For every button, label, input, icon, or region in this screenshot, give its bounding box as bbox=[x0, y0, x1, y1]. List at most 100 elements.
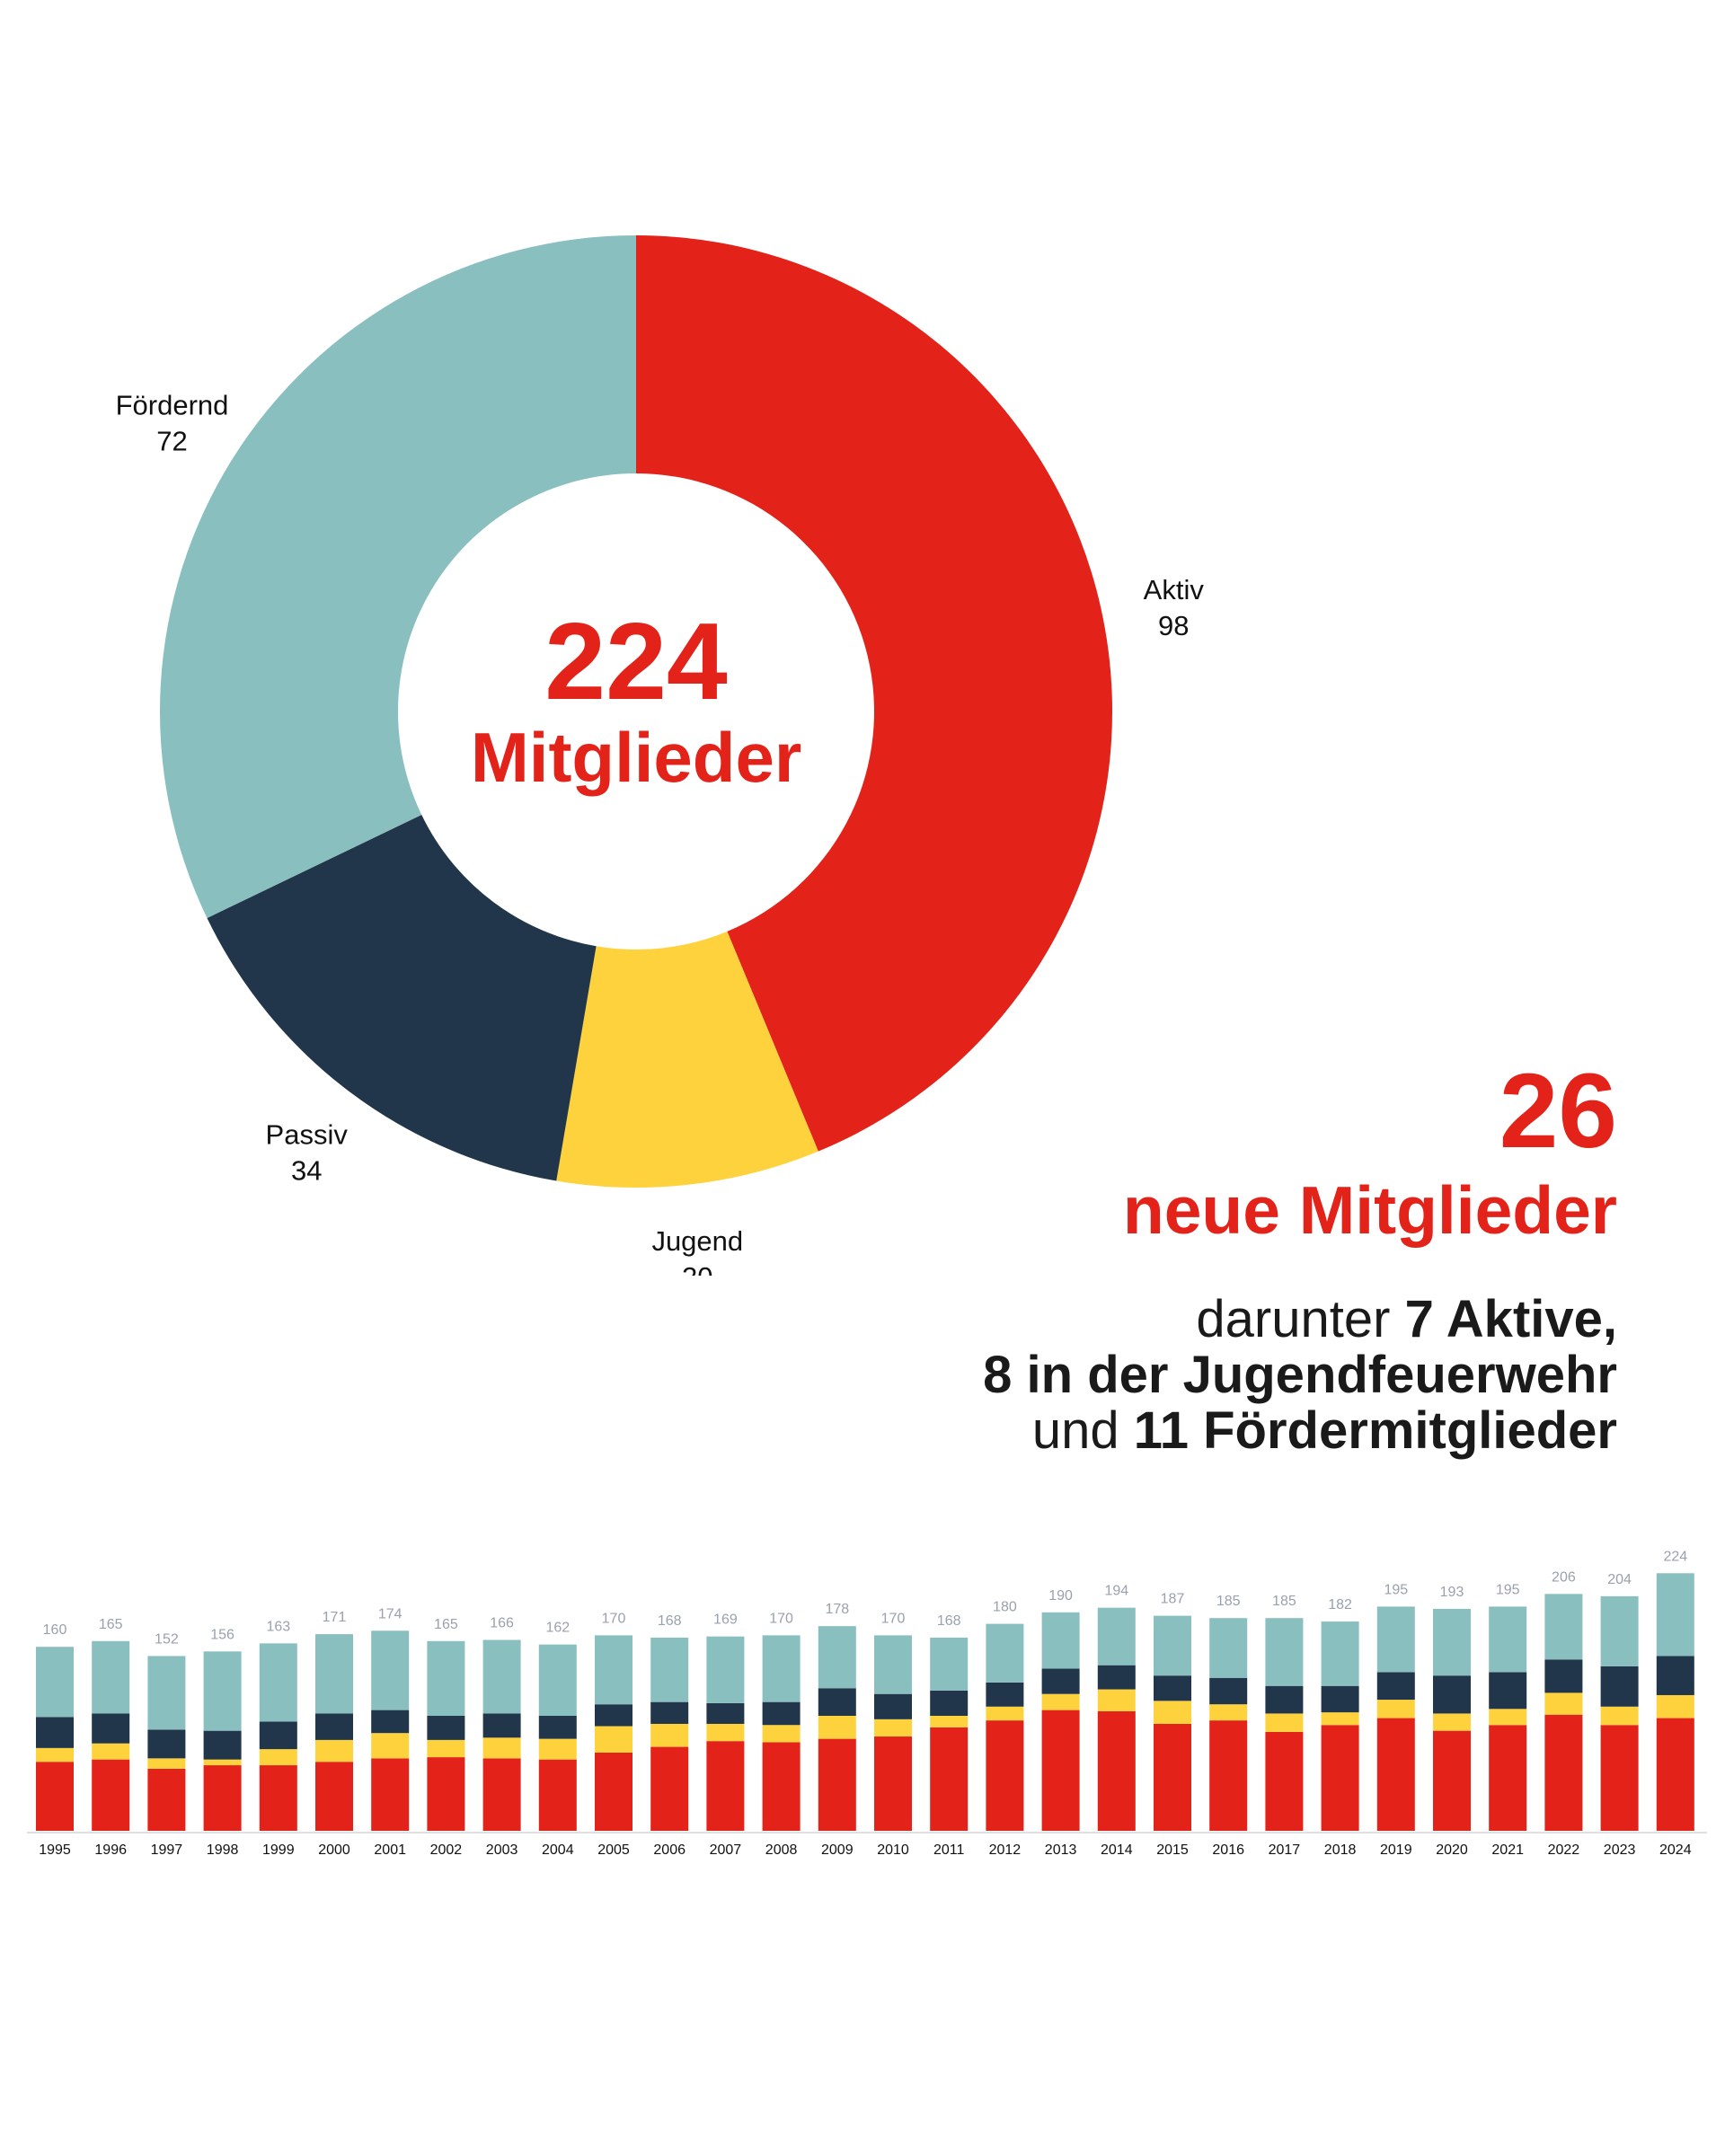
bar-segment-passiv-2018 bbox=[1321, 1685, 1359, 1713]
bar-segment-jugend-2013 bbox=[1041, 1693, 1080, 1710]
bar-segment-foerdernd-1997 bbox=[147, 1656, 186, 1730]
bar-segment-aktiv-2011 bbox=[930, 1727, 969, 1831]
bar-total-label-2009: 178 bbox=[825, 1602, 849, 1617]
bar-segment-jugend-1999 bbox=[259, 1749, 297, 1766]
bar-segment-passiv-2024 bbox=[1656, 1656, 1694, 1695]
bar-segment-aktiv-2002 bbox=[427, 1757, 465, 1831]
bar-segment-aktiv-2024 bbox=[1656, 1718, 1694, 1831]
bar-total-label-2012: 180 bbox=[993, 1600, 1017, 1615]
bar-segment-passiv-2020 bbox=[1433, 1675, 1471, 1714]
bar-total-label-2002: 165 bbox=[434, 1617, 458, 1632]
bar-segment-passiv-2022 bbox=[1544, 1659, 1583, 1693]
bar-segment-jugend-2007 bbox=[706, 1723, 745, 1742]
bar-segment-passiv-2000 bbox=[315, 1713, 353, 1740]
donut-segment-passiv bbox=[207, 814, 597, 1181]
x-tick-label-1997: 1997 bbox=[151, 1842, 183, 1858]
bar-total-label-2004: 162 bbox=[545, 1621, 570, 1636]
bar-segment-aktiv-2007 bbox=[706, 1741, 745, 1831]
bar-segment-jugend-2017 bbox=[1265, 1713, 1304, 1732]
bar-segment-passiv-2016 bbox=[1209, 1677, 1248, 1705]
bar-segment-passiv-2011 bbox=[930, 1690, 969, 1716]
bar-segment-jugend-2024 bbox=[1656, 1694, 1694, 1719]
bar-segment-aktiv-2023 bbox=[1600, 1725, 1639, 1831]
breakdown-line-1: darunter 7 Aktive, bbox=[629, 1292, 1617, 1348]
bar-segment-aktiv-2003 bbox=[482, 1758, 521, 1831]
bar-segment-jugend-2016 bbox=[1209, 1704, 1248, 1721]
bar-segment-jugend-2018 bbox=[1321, 1712, 1359, 1726]
x-tick-label-2016: 2016 bbox=[1212, 1842, 1244, 1858]
bar-segment-jugend-1998 bbox=[203, 1759, 242, 1766]
bar-segment-aktiv-2000 bbox=[315, 1762, 353, 1831]
x-tick-label-2021: 2021 bbox=[1491, 1842, 1524, 1858]
bar-total-label-2007: 169 bbox=[713, 1613, 738, 1628]
bar-total-label-2015: 187 bbox=[1161, 1592, 1185, 1607]
bar-segment-aktiv-2013 bbox=[1041, 1710, 1080, 1831]
bar-segment-foerdernd-2006 bbox=[650, 1637, 689, 1702]
bar-segment-aktiv-1996 bbox=[92, 1759, 130, 1831]
x-tick-label-1995: 1995 bbox=[39, 1842, 71, 1858]
bar-total-label-1995: 160 bbox=[43, 1622, 67, 1638]
x-tick-label-2017: 2017 bbox=[1269, 1842, 1301, 1858]
bar-total-label-2022: 206 bbox=[1552, 1569, 1576, 1585]
donut-label-value-passiv: 34 bbox=[291, 1154, 322, 1186]
x-tick-label-2020: 2020 bbox=[1436, 1842, 1468, 1858]
bar-segment-passiv-1998 bbox=[203, 1730, 242, 1760]
bar-segment-aktiv-2015 bbox=[1154, 1723, 1191, 1831]
bar-segment-jugend-2022 bbox=[1544, 1692, 1583, 1715]
bar-segment-passiv-2001 bbox=[371, 1710, 410, 1734]
bar-segment-passiv-1999 bbox=[259, 1721, 297, 1750]
stacked-bar-chart: 160 1995 165 1996 152 1997 156 1998 163 1999 171 20… bbox=[27, 1549, 1707, 1858]
bar-segment-passiv-2005 bbox=[595, 1704, 632, 1727]
bar-segment-aktiv-2019 bbox=[1376, 1718, 1415, 1831]
bar-segment-jugend-2001 bbox=[371, 1733, 410, 1759]
x-tick-label-2009: 2009 bbox=[821, 1842, 854, 1858]
bar-segment-passiv-2015 bbox=[1154, 1675, 1191, 1701]
bar-total-label-2018: 182 bbox=[1328, 1597, 1352, 1613]
x-tick-label-2024: 2024 bbox=[1659, 1842, 1692, 1858]
bar-segment-jugend-1996 bbox=[92, 1743, 130, 1760]
bar-segment-passiv-2008 bbox=[762, 1701, 801, 1726]
bar-segment-foerdernd-2020 bbox=[1433, 1608, 1471, 1676]
bar-segment-jugend-2012 bbox=[986, 1706, 1024, 1721]
x-tick-label-2008: 2008 bbox=[765, 1842, 798, 1858]
bar-segment-jugend-2003 bbox=[482, 1737, 521, 1759]
bar-segment-aktiv-2001 bbox=[371, 1758, 410, 1831]
bar-segment-passiv-2012 bbox=[986, 1682, 1024, 1707]
bar-segment-jugend-2021 bbox=[1489, 1709, 1527, 1726]
bar-segment-passiv-2007 bbox=[706, 1702, 745, 1724]
bar-segment-aktiv-2006 bbox=[650, 1746, 689, 1831]
donut-label-value-jugend: 20 bbox=[682, 1261, 712, 1276]
x-tick-label-2000: 2000 bbox=[318, 1842, 350, 1858]
bar-segment-foerdernd-2022 bbox=[1544, 1594, 1583, 1660]
bar-total-label-2016: 185 bbox=[1216, 1594, 1241, 1609]
bar-segment-aktiv-1998 bbox=[203, 1765, 242, 1831]
x-tick-label-2002: 2002 bbox=[430, 1842, 463, 1858]
bar-segment-aktiv-2008 bbox=[762, 1742, 801, 1831]
bar-segment-aktiv-2022 bbox=[1544, 1714, 1583, 1831]
bar-total-label-2005: 170 bbox=[602, 1611, 626, 1626]
bar-total-label-2023: 204 bbox=[1607, 1572, 1632, 1587]
bar-total-label-2003: 166 bbox=[490, 1616, 514, 1631]
bar-segment-aktiv-2012 bbox=[986, 1720, 1024, 1831]
breakdown-line-3: und 11 Fördermitglieder bbox=[629, 1403, 1617, 1459]
new-members-breakdown: darunter 7 Aktive, 8 in der Jugendfeuerw… bbox=[629, 1292, 1617, 1459]
x-tick-label-2003: 2003 bbox=[486, 1842, 518, 1858]
breakdown-line-2: 8 in der Jugendfeuerwehr bbox=[629, 1348, 1617, 1403]
bar-segment-aktiv-1995 bbox=[36, 1762, 74, 1831]
breakdown-prefix-3: und bbox=[1031, 1401, 1134, 1460]
bar-segment-foerdernd-2013 bbox=[1041, 1612, 1080, 1669]
bar-segment-jugend-2023 bbox=[1600, 1706, 1639, 1726]
donut-segment-aktiv bbox=[636, 235, 1112, 1152]
bar-segment-jugend-2000 bbox=[315, 1739, 353, 1763]
bar-segment-jugend-2008 bbox=[762, 1725, 801, 1743]
bar-total-label-2006: 168 bbox=[658, 1613, 682, 1629]
bar-segment-aktiv-2005 bbox=[595, 1752, 632, 1831]
bar-segment-foerdernd-2010 bbox=[874, 1635, 912, 1694]
x-tick-label-2004: 2004 bbox=[542, 1842, 574, 1858]
x-tick-label-2012: 2012 bbox=[989, 1842, 1022, 1858]
donut-label-value-foerdernd: 72 bbox=[156, 425, 187, 456]
bar-segment-aktiv-2017 bbox=[1265, 1731, 1304, 1831]
x-tick-label-2018: 2018 bbox=[1324, 1842, 1357, 1858]
bar-segment-aktiv-2018 bbox=[1321, 1725, 1359, 1831]
bar-segment-passiv-2013 bbox=[1041, 1668, 1080, 1694]
